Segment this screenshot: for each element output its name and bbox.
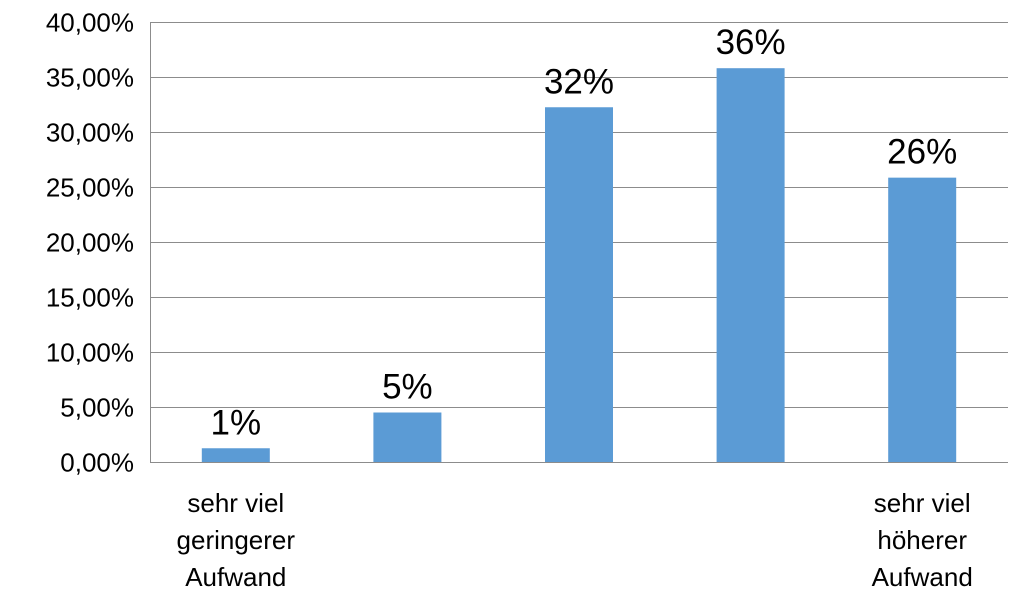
x-category-label: geringerer bbox=[177, 525, 296, 555]
y-tick-label: 25,00% bbox=[46, 173, 134, 203]
data-label: 26% bbox=[887, 133, 957, 172]
x-category-label: Aufwand bbox=[185, 562, 286, 592]
bar bbox=[373, 412, 442, 462]
data-label: 32% bbox=[544, 62, 614, 101]
bar bbox=[201, 448, 270, 462]
x-category-label: höherer bbox=[877, 525, 967, 555]
y-tick-label: 10,00% bbox=[46, 338, 134, 368]
bar bbox=[716, 68, 785, 462]
y-tick-label: 30,00% bbox=[46, 118, 134, 148]
x-category-label: sehr viel bbox=[874, 488, 971, 518]
y-tick-label: 15,00% bbox=[46, 283, 134, 313]
bar bbox=[545, 107, 613, 462]
x-category-label: sehr viel bbox=[187, 488, 284, 518]
data-label: 1% bbox=[211, 403, 262, 442]
y-tick-label: 0,00% bbox=[60, 448, 134, 478]
bar bbox=[888, 177, 957, 462]
x-category-label: Aufwand bbox=[872, 562, 973, 592]
data-label: 36% bbox=[716, 23, 786, 62]
y-tick-label: 35,00% bbox=[46, 63, 134, 93]
y-tick-label: 40,00% bbox=[46, 8, 134, 38]
y-tick-label: 20,00% bbox=[46, 228, 134, 258]
data-label: 5% bbox=[382, 368, 433, 407]
y-tick-label: 5,00% bbox=[60, 393, 134, 423]
